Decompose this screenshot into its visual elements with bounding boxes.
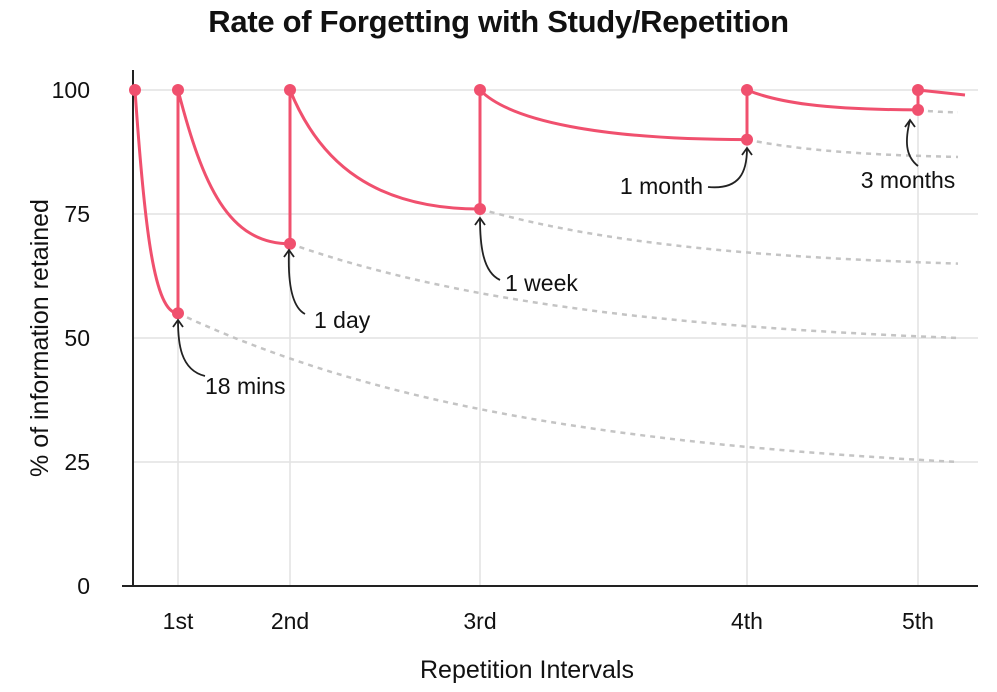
annotation-arrow-5 bbox=[906, 119, 919, 167]
decay-curve-5 bbox=[917, 108, 958, 114]
data-points bbox=[129, 84, 924, 320]
decay-curve-2 bbox=[289, 242, 959, 340]
x-tick-label-5th: 5th bbox=[902, 608, 934, 634]
y-axis-title: % of information retained bbox=[26, 199, 54, 477]
x-axis-title: Repetition Intervals bbox=[420, 656, 634, 684]
y-tick-label-100: 100 bbox=[52, 77, 90, 103]
x-tick-label-4th: 4th bbox=[731, 608, 763, 634]
x-tick-label-2nd: 2nd bbox=[271, 608, 309, 634]
decay-curve-1 bbox=[177, 312, 959, 464]
decay-curves bbox=[177, 108, 959, 464]
annotation-label-5: 3 months bbox=[861, 167, 956, 193]
x-tick-label-3rd: 3rd bbox=[463, 608, 496, 634]
annotation-arrowhead-4 bbox=[741, 146, 753, 156]
annotation-arrow-1 bbox=[177, 319, 206, 377]
y-tick-label-0: 0 bbox=[77, 573, 90, 599]
annotation-arrow-2 bbox=[287, 249, 306, 315]
annotation-label-1: 18 mins bbox=[205, 373, 286, 399]
data-point-5th-96 bbox=[912, 103, 924, 116]
annotation-arrowhead-3 bbox=[474, 216, 486, 226]
annotation-arrow-4 bbox=[707, 147, 748, 189]
decay-curve-3 bbox=[479, 207, 959, 265]
data-point-2nd-100 bbox=[284, 84, 296, 96]
data-point-start-100 bbox=[129, 84, 141, 96]
data-point-3rd-76 bbox=[474, 203, 486, 216]
data-point-3rd-100 bbox=[474, 84, 486, 96]
data-point-4th-90 bbox=[741, 133, 753, 146]
data-point-4th-100 bbox=[741, 84, 753, 96]
y-tick-label-50: 50 bbox=[64, 325, 90, 351]
data-point-5th-100 bbox=[912, 84, 924, 96]
chart-title: Rate of Forgetting with Study/Repetition bbox=[208, 4, 789, 39]
data-point-1st-55 bbox=[172, 307, 184, 320]
axes bbox=[122, 70, 978, 587]
annotation-arrow-3 bbox=[479, 217, 501, 281]
annotation-arrowhead-2 bbox=[283, 248, 295, 258]
annotations: 18 mins 1 day 1 week 1 month 3 months bbox=[172, 118, 956, 399]
y-tick-label-25: 25 bbox=[64, 449, 90, 475]
decay-curve-4 bbox=[746, 138, 959, 159]
annotation-arrowhead-5 bbox=[904, 118, 916, 128]
annotation-label-4: 1 month bbox=[620, 173, 703, 199]
tick-labels: 0 25 50 75 100 1st 2nd 3rd 4th 5th bbox=[52, 77, 934, 634]
data-point-2nd-69 bbox=[284, 237, 296, 250]
y-tick-label-75: 75 bbox=[64, 201, 90, 227]
grid-layer bbox=[133, 89, 978, 586]
annotation-label-3: 1 week bbox=[505, 270, 578, 296]
x-tick-label-1st: 1st bbox=[163, 608, 194, 634]
annotation-label-2: 1 day bbox=[314, 307, 371, 333]
annotation-arrowhead-1 bbox=[172, 318, 184, 328]
data-point-1st-100 bbox=[172, 84, 184, 96]
